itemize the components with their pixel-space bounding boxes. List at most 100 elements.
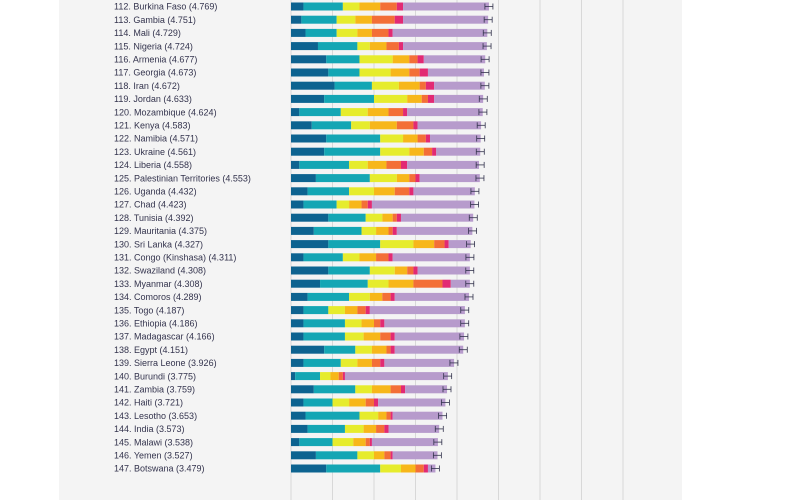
- chart-row: 113. Gambia (4.751): [114, 15, 493, 25]
- bar-segment: [371, 438, 438, 447]
- bar-segment: [392, 411, 443, 420]
- bar-segment: [396, 174, 410, 183]
- chart-row: 133. Myanmar (4.308): [114, 279, 475, 289]
- row-label: 140. Burundi (3.775): [114, 371, 196, 381]
- bar-segment: [390, 345, 395, 354]
- bar-segment: [425, 134, 431, 143]
- bar-segment: [403, 108, 408, 117]
- chart-row: 138. Egypt (4.151): [114, 345, 468, 355]
- bar-segment: [291, 2, 304, 11]
- row-label: 120. Mozambique (4.624): [114, 107, 217, 117]
- bar-segment: [320, 279, 368, 288]
- bar-segment: [291, 81, 335, 90]
- bar-segment: [303, 2, 343, 11]
- bar-segment: [396, 2, 404, 11]
- bar-segment: [380, 2, 397, 11]
- bar-segment: [417, 266, 470, 275]
- row-label: 116. Armenia (4.677): [114, 55, 197, 65]
- bar-segment: [421, 94, 428, 103]
- bar-segment: [390, 332, 395, 341]
- bar-segment: [291, 213, 329, 222]
- bar-segment: [384, 319, 465, 328]
- bar-segment: [409, 174, 416, 183]
- chart-row: 145. Malawi (3.538): [114, 437, 443, 447]
- bar-segment: [359, 2, 381, 11]
- bar-segment: [392, 55, 410, 64]
- bar-segment: [307, 187, 350, 196]
- bar-segment: [291, 385, 314, 394]
- bar-segment: [425, 81, 435, 90]
- bar-segment: [291, 345, 325, 354]
- bar-segment: [388, 279, 414, 288]
- bar-segment: [342, 253, 360, 262]
- bar-segment: [291, 15, 302, 24]
- chart-row: 142. Haiti (3.721): [114, 398, 450, 408]
- bar-segment: [363, 424, 377, 433]
- bar-segment: [376, 226, 389, 235]
- bar-segment: [398, 81, 420, 90]
- bar-segment: [328, 266, 370, 275]
- bar-segment: [355, 15, 372, 24]
- row-label: 119. Jordan (4.633): [114, 94, 192, 104]
- bar-segment: [357, 451, 374, 460]
- bar-segment: [419, 81, 426, 90]
- bar-segment: [413, 279, 443, 288]
- bar-segment: [371, 345, 387, 354]
- bar-segment: [382, 292, 391, 301]
- bar-segment: [291, 451, 316, 460]
- chart-row: 128. Tunisia (4.392): [114, 213, 478, 223]
- bar-segment: [291, 134, 327, 143]
- chart-row: 116. Armenia (4.677): [114, 55, 490, 65]
- row-label: 128. Tunisia (4.392): [114, 213, 194, 223]
- bar-segment: [378, 398, 446, 407]
- bar-segment: [303, 332, 345, 341]
- bar-segment: [326, 464, 381, 473]
- row-label: 123. Ukraine (4.561): [114, 147, 196, 157]
- bar-segment: [409, 55, 418, 64]
- bar-segment: [307, 424, 345, 433]
- bar-segment: [291, 319, 304, 328]
- bar-segment: [291, 187, 308, 196]
- chart-row: 121. Kenya (4.583): [114, 121, 486, 131]
- chart-row: 137. Madagascar (4.166): [114, 332, 469, 342]
- bar-segment: [400, 464, 416, 473]
- bar-segment: [390, 451, 393, 460]
- bar-segment: [291, 292, 308, 301]
- bar-segment: [303, 200, 337, 209]
- bar-segment: [423, 147, 433, 156]
- row-label: 129. Mauritania (4.375): [114, 226, 207, 236]
- happiness-chart: 112. Burkina Faso (4.769) 113. Gambia (4.…: [59, 0, 682, 500]
- bar-segment: [392, 226, 397, 235]
- bar-segment: [380, 147, 410, 156]
- bar-segment: [349, 160, 368, 169]
- bar-segment: [315, 174, 370, 183]
- bar-segment: [396, 213, 401, 222]
- bar-segment: [291, 55, 327, 64]
- chart-row: 123. Ukraine (4.561): [114, 147, 485, 157]
- bar-segment: [311, 121, 352, 130]
- bar-segment: [291, 226, 314, 235]
- bar-segment: [315, 451, 358, 460]
- chart-row: 136. Ethiopia (4.186): [114, 319, 470, 329]
- row-label: 122. Namibia (4.571): [114, 134, 198, 144]
- bar-segment: [413, 121, 418, 130]
- bar-segment: [291, 42, 318, 51]
- bar-segment: [386, 42, 399, 51]
- bar-segment: [342, 372, 345, 381]
- row-label: 126. Uganda (4.432): [114, 187, 197, 197]
- bar-segment: [291, 108, 300, 117]
- bar-segment: [324, 94, 374, 103]
- bar-segment: [444, 240, 449, 249]
- bar-segment: [295, 372, 321, 381]
- bar-segment: [303, 319, 345, 328]
- chart-row: 124. Liberia (4.558): [114, 160, 485, 170]
- bar-segment: [367, 108, 389, 117]
- bar-segment: [361, 200, 368, 209]
- bar-segment: [386, 160, 401, 169]
- bar-segment: [419, 174, 480, 183]
- bar-segment: [305, 28, 337, 37]
- bar-segment: [355, 345, 372, 354]
- bar-segment: [405, 385, 448, 394]
- chart-row: 129. Mauritania (4.375): [114, 226, 477, 236]
- bar-segment: [357, 358, 372, 367]
